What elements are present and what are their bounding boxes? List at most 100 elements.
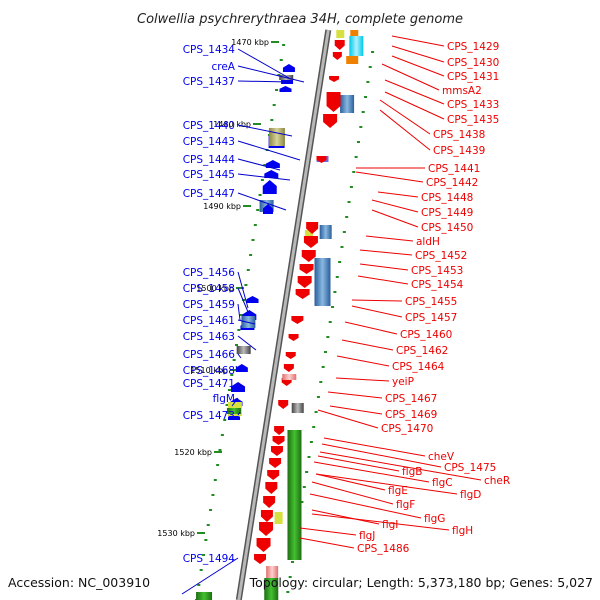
gene-arrow-plus: [279, 86, 292, 92]
gene-feature: [236, 346, 251, 354]
leader-line-minus: [377, 191, 419, 198]
gene-arrow-minus: [285, 352, 296, 359]
gene-feature: [266, 566, 279, 578]
kbp-tick-label: 1510 kbp: [190, 366, 228, 375]
gene-label-minus: flgD: [460, 489, 481, 501]
gene-arrow-minus: [265, 482, 278, 494]
leader-line-minus: [384, 79, 445, 105]
gene-label-minus: CPS_1449: [421, 207, 473, 219]
gene-feature: [314, 258, 331, 306]
leader-line-minus: [379, 109, 431, 151]
scale-dot: [335, 276, 339, 278]
gene-arrow-minus: [329, 76, 340, 82]
scale-dot: [288, 576, 292, 578]
scale-dot: [218, 449, 222, 451]
leader-line-minus: [299, 527, 357, 536]
gene-label-minus: cheV: [428, 451, 455, 463]
gene-label-plus: CPS_1466: [183, 349, 236, 361]
leader-line-minus: [327, 391, 383, 399]
leader-line-plus: [237, 303, 241, 321]
leader-line-plus: [237, 65, 305, 83]
gene-arrow-minus: [260, 510, 273, 522]
gene-label-plus: CPS_1458: [183, 283, 235, 295]
gene-label-minus: CPS_1433: [447, 99, 499, 111]
gene-arrow-minus: [263, 496, 276, 508]
gene-label-plus: CPS_1434: [183, 44, 236, 56]
scale-dot: [277, 74, 281, 76]
leader-line-minus: [317, 455, 400, 472]
gene-label-minus: CPS_1467: [385, 393, 437, 405]
scale-dot: [244, 284, 248, 286]
scale-dot: [220, 434, 224, 436]
gene-feature: [274, 512, 283, 524]
scale-dot: [253, 224, 257, 226]
scale-dot: [364, 96, 368, 98]
gene-arrow-minus: [267, 470, 280, 480]
gene-arrow-minus: [334, 40, 345, 50]
scale-dot: [225, 404, 229, 406]
gene-label-plus: CPS_1494: [183, 553, 236, 565]
scale-dot: [326, 336, 330, 338]
leader-line-minus: [336, 355, 390, 367]
gene-arrow-minus: [297, 276, 312, 288]
gene-label-minus: CPS_1429: [447, 41, 499, 53]
gene-arrow-plus: [262, 204, 273, 214]
scale-dot: [349, 186, 353, 188]
gene-arrow-plus: [264, 170, 279, 178]
gene-label-plus: CPS_1445: [183, 169, 235, 181]
gene-label-plus: CPS_1461: [183, 315, 235, 327]
leader-line-minus: [313, 461, 430, 483]
scale-dot: [361, 111, 365, 113]
kbp-tick-label: 1470 kbp: [231, 38, 269, 47]
gene-label-minus: CPS_1475: [444, 462, 496, 474]
scale-dot: [282, 44, 286, 46]
gene-arrow-minus: [326, 92, 341, 112]
scale-dot: [305, 471, 309, 473]
kbp-tick-label: 1480 kbp: [213, 120, 251, 129]
scale-dot: [223, 419, 227, 421]
scale-dot: [211, 494, 215, 496]
scale-dot: [359, 126, 363, 128]
gene-label-minus: aldH: [416, 236, 440, 248]
scale-dot: [256, 209, 260, 211]
leader-line-plus: [237, 124, 293, 137]
gene-label-minus: CPS_1454: [411, 279, 464, 291]
leader-line-minus: [359, 263, 409, 271]
scale-dot: [368, 66, 372, 68]
leader-line-minus: [384, 91, 445, 120]
gene-label-minus: CPS_1462: [396, 345, 448, 357]
leader-line-minus: [351, 305, 403, 318]
gene-feature: [268, 128, 285, 146]
backbone-core: [237, 29, 330, 600]
gene-label-minus: CPS_1470: [381, 423, 433, 435]
scale-dot: [300, 501, 304, 503]
leader-line-minus: [344, 321, 398, 335]
leader-line-minus: [323, 437, 426, 457]
gene-arrow-plus: [265, 160, 280, 168]
gene-label-plus: CPS_1443: [183, 136, 235, 148]
gene-label-minus: CPS_1453: [411, 265, 463, 277]
scale-dot: [246, 269, 250, 271]
gene-feature: [282, 374, 297, 380]
gene-label-minus: CPS_1455: [405, 296, 457, 308]
leader-line-minus: [341, 339, 394, 351]
leader-line-minus: [351, 299, 403, 302]
leader-line-minus: [381, 63, 440, 91]
leader-line-minus: [315, 473, 386, 491]
gene-label-minus: CPS_1486: [357, 543, 410, 555]
gene-label-minus: CPS_1457: [405, 312, 457, 324]
gene-arrow-minus: [274, 426, 285, 435]
scale-dot: [307, 456, 311, 458]
scale-dot: [272, 104, 276, 106]
leader-line-minus: [311, 513, 450, 531]
leader-line-plus: [237, 411, 241, 416]
gene-label-plus: CPS_1463: [183, 331, 235, 343]
gene-label-minus: CPS_1460: [400, 329, 452, 341]
leader-line-minus: [379, 99, 431, 135]
scale-dot: [331, 306, 335, 308]
scale-dot: [216, 464, 220, 466]
scale-dot: [239, 314, 243, 316]
gene-arrow-minus: [291, 316, 304, 324]
scale-dot: [371, 51, 375, 53]
